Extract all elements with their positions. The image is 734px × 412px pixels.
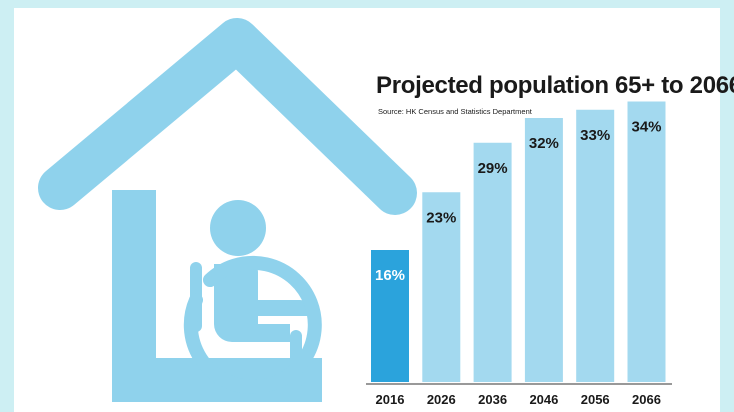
- value-label-2016: 16%: [375, 267, 405, 284]
- value-label-2046: 32%: [529, 135, 559, 152]
- x-tick-label-2046: 2046: [529, 392, 558, 407]
- wheelchair-person-icon: [183, 200, 322, 394]
- x-tick-label-2026: 2026: [427, 392, 456, 407]
- x-tick-label-2056: 2056: [581, 392, 610, 407]
- bar-2016: [371, 250, 409, 382]
- x-tick-label-2066: 2066: [632, 392, 661, 407]
- bar-2056: [576, 109, 615, 382]
- chart-title: Projected population 65+ to 2066: [376, 72, 734, 99]
- x-tick-label-2016: 2016: [376, 392, 405, 407]
- bar-2036: [473, 142, 512, 382]
- bar-2026: [422, 192, 461, 382]
- bar-2066: [627, 101, 666, 382]
- x-tick-label-2036: 2036: [478, 392, 507, 407]
- bar-2046: [524, 118, 563, 382]
- value-label-2056: 33%: [580, 127, 610, 144]
- value-label-2066: 34%: [631, 119, 661, 136]
- chart-source: Source: HK Census and Statistics Departm…: [378, 107, 532, 116]
- value-label-2026: 23%: [426, 209, 456, 226]
- value-label-2036: 29%: [478, 160, 508, 177]
- house-roof-outline: [38, 18, 417, 215]
